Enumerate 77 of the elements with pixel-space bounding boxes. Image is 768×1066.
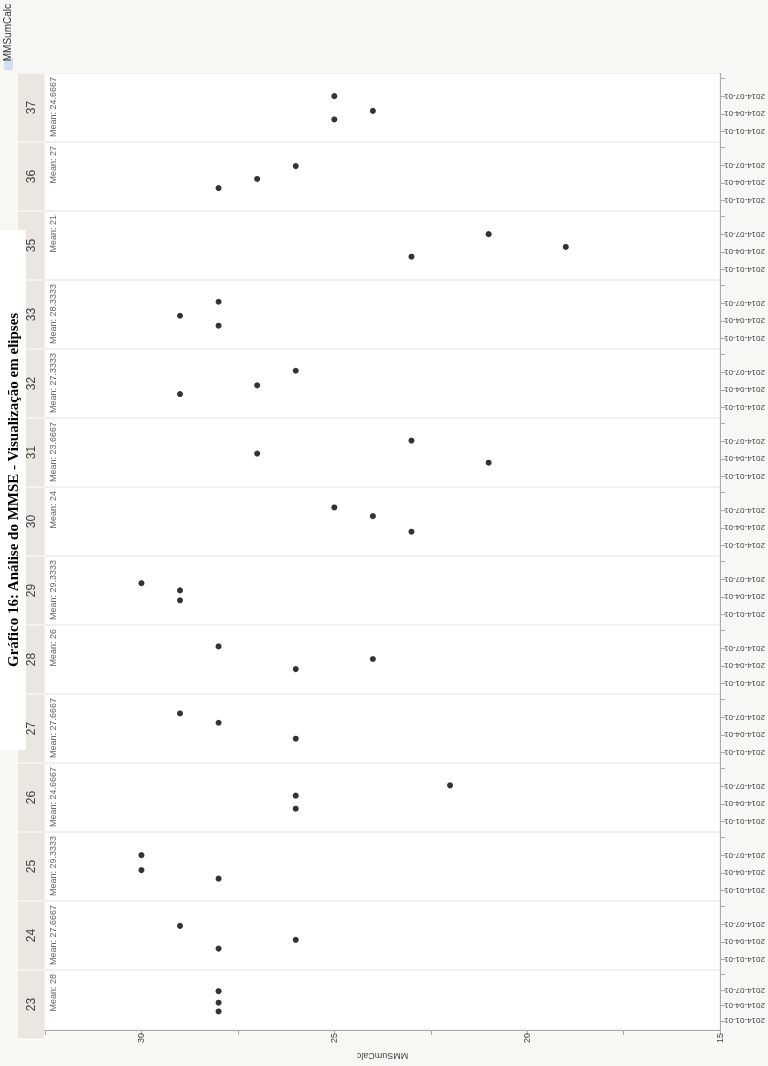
text: 31 — [24, 445, 38, 460]
y-tick-label: 2014-04-01 — [723, 799, 765, 809]
text: Mean: 24.6667 — [48, 767, 58, 828]
y-tick-label: 2014-04-01 — [723, 592, 765, 602]
text: Mean: 28 — [48, 974, 58, 1012]
text: 23 — [24, 997, 38, 1012]
text: 27 — [24, 721, 38, 736]
y-tick-label: 2014-04-01 — [723, 937, 765, 947]
y-tick-label: 2014-01-01 — [723, 609, 765, 619]
y-tick-label: 2014-04-01 — [723, 1001, 765, 1011]
y-tick-label: 2014-04-01 — [723, 178, 765, 188]
y-tick-label: 2014-04-01 — [723, 109, 765, 119]
y-tick-label: 2014-07-01 — [723, 643, 765, 653]
x-tick-label: 30 — [136, 1033, 147, 1044]
y-tick-label: 2014-01-01 — [723, 126, 765, 136]
text: 37 — [24, 100, 38, 115]
text: Mean: 27.6667 — [48, 905, 58, 966]
text: Mean: 27 — [48, 146, 58, 184]
y-tick-label: 2014-04-01 — [723, 385, 765, 395]
y-tick-label: 2014-01-01 — [723, 954, 765, 964]
y-tick-label: 2014-04-01 — [723, 730, 765, 740]
y-tick-label: 2014-07-01 — [723, 298, 765, 308]
text: 33 — [24, 307, 38, 322]
y-tick-label: 2014-01-01 — [723, 540, 765, 550]
text: Mean: 21 — [48, 215, 58, 253]
text: Mean: 27.3333 — [48, 353, 58, 414]
y-tick-label: 2014-01-01 — [723, 816, 765, 826]
y-tick-label: 2014-01-01 — [723, 264, 765, 274]
legend-title: MMSumCalc — [1, 4, 14, 62]
text: 24 — [24, 928, 38, 943]
x-tick-label: 20 — [522, 1033, 533, 1044]
y-tick-label: 2014-07-01 — [723, 712, 765, 722]
x-tick-label: 15 — [715, 1033, 726, 1044]
text: 29 — [24, 583, 38, 598]
y-tick-label: 2014-07-01 — [723, 229, 765, 239]
text: 26 — [24, 790, 38, 805]
y-tick-label: 2014-07-01 — [723, 781, 765, 791]
text: 36 — [24, 169, 38, 184]
y-tick-label: 2014-01-01 — [723, 678, 765, 688]
text: Mean: 29.3333 — [48, 560, 58, 621]
text: Mean: 24.6667 — [48, 77, 58, 138]
text: 30 — [24, 514, 38, 529]
text: 28 — [24, 652, 38, 667]
text: 25 — [24, 859, 38, 874]
y-tick-label: 2014-01-01 — [723, 1016, 765, 1026]
y-tick-label: 2014-01-01 — [723, 195, 765, 205]
y-tick-label: 2014-01-01 — [723, 333, 765, 343]
y-tick-label: 2014-01-01 — [723, 885, 765, 895]
y-tick-label: 2014-07-01 — [723, 367, 765, 377]
y-tick-label: 2014-07-01 — [723, 850, 765, 860]
text: Mean: 28.3333 — [48, 284, 58, 345]
y-tick-label: 2014-04-01 — [723, 247, 765, 257]
y-tick-label: 2014-07-01 — [723, 919, 765, 929]
x-tick-label: 25 — [329, 1033, 340, 1044]
x-axis-title: MMSumCalc — [356, 1050, 409, 1061]
y-tick-label: 2014-01-01 — [723, 471, 765, 481]
y-tick-label: 2014-01-01 — [723, 402, 765, 412]
text: Mean: 26 — [48, 629, 58, 667]
text: Mean: 27.6667 — [48, 698, 58, 759]
text: Gráfico 16: Análise do MMSE - Visualização em elipses — [5, 312, 21, 668]
text: Mean: 23.6667 — [48, 422, 58, 483]
y-tick-label: 2014-07-01 — [723, 574, 765, 584]
y-tick-label: 2014-07-01 — [723, 436, 765, 446]
y-tick-label: 2014-04-01 — [723, 661, 765, 671]
y-tick-label: 2014-07-01 — [723, 985, 765, 995]
y-tick-label: 2014-04-01 — [723, 316, 765, 326]
y-tick-label: 2014-07-01 — [723, 91, 765, 101]
y-tick-label: 2014-07-01 — [723, 160, 765, 170]
text: Mean: 24 — [48, 491, 58, 529]
y-tick-label: 2014-04-01 — [723, 454, 765, 464]
y-tick-label: 2014-04-01 — [723, 523, 765, 533]
text: 35 — [24, 238, 38, 253]
y-tick-label: 2014-04-01 — [723, 868, 765, 878]
text: Mean: 29.3333 — [48, 836, 58, 897]
y-tick-label: 2014-07-01 — [723, 505, 765, 515]
text: 32 — [24, 376, 38, 391]
y-tick-label: 2014-01-01 — [723, 747, 765, 757]
